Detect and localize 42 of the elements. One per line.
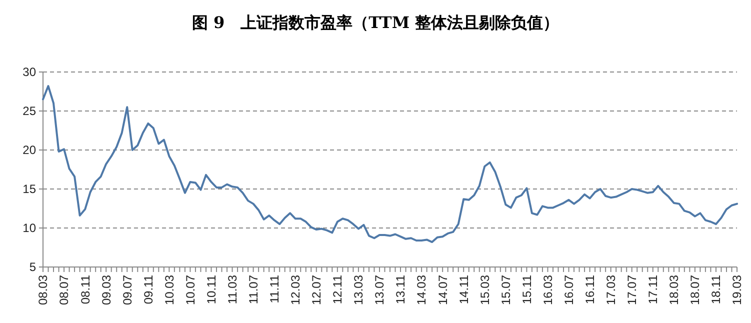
x-tick-label: 09.07 (120, 274, 134, 306)
x-tick-label: 11.03 (225, 274, 240, 304)
x-tick-label: 15.11 (520, 274, 534, 304)
x-tick-label: 17.11 (646, 274, 660, 304)
x-tick-label: 18.03 (667, 274, 682, 306)
x-tick-label: 15.03 (478, 274, 492, 306)
x-tick-label: 09.03 (99, 274, 114, 306)
y-tick-label: 30 (22, 64, 36, 79)
y-tick-label: 20 (22, 142, 36, 157)
x-tick-label: 16.03 (540, 274, 555, 306)
x-tick-label: 11.07 (246, 274, 261, 304)
chart-title: 图 9 上证指数市盈率（TTM 整体法且剔除负值） (192, 13, 560, 32)
x-tick-label: 18.07 (688, 274, 702, 306)
x-tick-label: 13.07 (372, 274, 387, 306)
y-tick-label: 15 (22, 182, 36, 196)
x-tick-label: 19.03 (730, 274, 744, 306)
x-tick-label: 08.11 (78, 274, 92, 304)
x-tick-label: 13.11 (394, 274, 408, 304)
x-tick-label: 10.11 (204, 274, 218, 304)
x-tick-label: 16.07 (562, 274, 576, 306)
x-tick-label: 12.11 (330, 274, 345, 304)
y-tick-label: 25 (22, 104, 36, 118)
x-tick-label: 18.11 (709, 274, 724, 304)
x-tick-label: 14.03 (414, 274, 429, 306)
x-tick-label: 12.07 (310, 274, 324, 306)
x-tick-label: 14.11 (456, 274, 471, 304)
x-tick-label: 10.07 (183, 274, 198, 306)
x-tick-label: 09.11 (141, 274, 156, 304)
x-tick-label: 08.03 (36, 274, 50, 306)
y-tick-label: 10 (22, 220, 36, 235)
x-tick-label: 17.07 (625, 274, 640, 306)
line-series (42, 85, 738, 244)
x-tick-label: 10.03 (162, 274, 176, 306)
x-tick-label: 16.11 (582, 274, 597, 304)
x-tick-label: 14.07 (436, 274, 450, 306)
x-tick-label: 15.07 (498, 274, 513, 306)
x-tick-label: 11.11 (268, 274, 282, 304)
x-tick-label: 12.03 (288, 274, 303, 306)
x-tick-label: 08.07 (57, 274, 72, 306)
x-tick-label: 13.03 (352, 274, 366, 306)
x-tick-label: 17.03 (604, 274, 618, 306)
y-tick-label: 5 (29, 260, 36, 274)
